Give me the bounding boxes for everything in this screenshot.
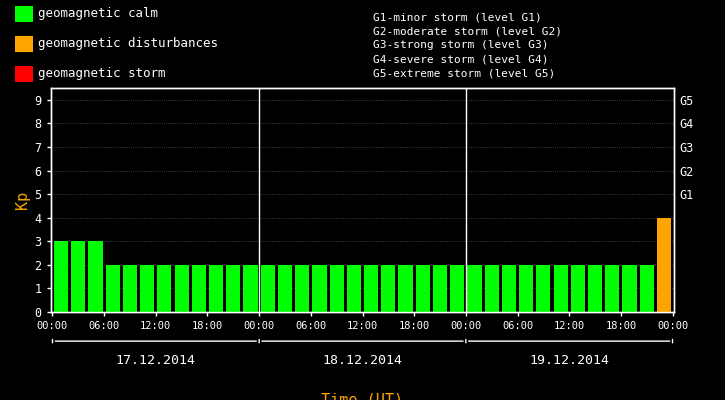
- Bar: [553, 265, 568, 312]
- Bar: [519, 265, 533, 312]
- Bar: [468, 265, 481, 312]
- Text: 19.12.2014: 19.12.2014: [529, 354, 609, 367]
- Bar: [312, 265, 326, 312]
- Bar: [433, 265, 447, 312]
- Bar: [261, 265, 275, 312]
- Text: geomagnetic storm: geomagnetic storm: [38, 68, 165, 80]
- Bar: [123, 265, 137, 312]
- Bar: [484, 265, 499, 312]
- Bar: [364, 265, 378, 312]
- Bar: [399, 265, 413, 312]
- Bar: [295, 265, 310, 312]
- Bar: [502, 265, 516, 312]
- Text: 17.12.2014: 17.12.2014: [116, 354, 196, 367]
- Bar: [415, 265, 430, 312]
- Text: geomagnetic calm: geomagnetic calm: [38, 8, 158, 20]
- Bar: [330, 265, 344, 312]
- Bar: [244, 265, 257, 312]
- Text: Time (UT): Time (UT): [321, 392, 404, 400]
- Bar: [88, 241, 103, 312]
- Bar: [622, 265, 637, 312]
- Bar: [278, 265, 292, 312]
- Bar: [209, 265, 223, 312]
- Bar: [571, 265, 585, 312]
- Bar: [192, 265, 206, 312]
- Bar: [54, 241, 68, 312]
- Bar: [450, 265, 464, 312]
- Text: G1-minor storm (level G1)
G2-moderate storm (level G2)
G3-strong storm (level G3: G1-minor storm (level G1) G2-moderate st…: [373, 12, 563, 78]
- Bar: [347, 265, 361, 312]
- Bar: [639, 265, 654, 312]
- Bar: [605, 265, 619, 312]
- Bar: [106, 265, 120, 312]
- Bar: [71, 241, 86, 312]
- Bar: [536, 265, 550, 312]
- Bar: [381, 265, 395, 312]
- Bar: [588, 265, 602, 312]
- Y-axis label: Kp: Kp: [15, 191, 30, 209]
- Bar: [140, 265, 154, 312]
- Bar: [157, 265, 172, 312]
- Bar: [175, 265, 188, 312]
- Text: 18.12.2014: 18.12.2014: [323, 354, 402, 367]
- Text: geomagnetic disturbances: geomagnetic disturbances: [38, 38, 218, 50]
- Bar: [657, 218, 671, 312]
- Bar: [226, 265, 241, 312]
